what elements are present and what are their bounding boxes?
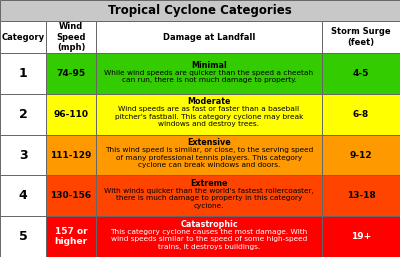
Text: 157 or
higher: 157 or higher bbox=[54, 227, 88, 246]
Text: While wind speeds are quicker than the speed a cheetah
can run, there is not muc: While wind speeds are quicker than the s… bbox=[104, 70, 314, 83]
Text: 6-8: 6-8 bbox=[353, 110, 369, 119]
Text: 96-110: 96-110 bbox=[54, 110, 88, 119]
Text: Wind
Speed
(mph): Wind Speed (mph) bbox=[56, 22, 86, 52]
Bar bbox=[0, 135, 46, 176]
Text: Extensive: Extensive bbox=[187, 138, 231, 147]
Bar bbox=[46, 176, 96, 216]
Text: Moderate: Moderate bbox=[187, 97, 231, 106]
Text: This wind speed is similar, or close, to the serving speed
of many professional : This wind speed is similar, or close, to… bbox=[105, 147, 313, 168]
Text: 13-18: 13-18 bbox=[347, 191, 375, 200]
Bar bbox=[0, 53, 46, 94]
Text: 5: 5 bbox=[19, 230, 27, 243]
Bar bbox=[322, 176, 400, 216]
Bar bbox=[0, 176, 46, 216]
Text: 1: 1 bbox=[19, 67, 27, 80]
Text: 3: 3 bbox=[19, 149, 27, 162]
Bar bbox=[0, 94, 46, 135]
Bar bbox=[46, 216, 96, 257]
Text: With winds quicker than the world's fastest rollercoaster,
there is much damage : With winds quicker than the world's fast… bbox=[104, 188, 314, 209]
Bar bbox=[96, 135, 322, 176]
Text: This category cyclone causes the most damage. With
wind speeds similar to the sp: This category cyclone causes the most da… bbox=[110, 229, 308, 250]
Bar bbox=[96, 94, 322, 135]
Bar bbox=[322, 135, 400, 176]
Text: Tropical Cyclone Categories: Tropical Cyclone Categories bbox=[108, 4, 292, 17]
Bar bbox=[322, 216, 400, 257]
Bar bbox=[96, 53, 322, 94]
Bar bbox=[0, 216, 46, 257]
Text: Wind speeds are as fast or faster than a baseball
pitcher's fastball. This categ: Wind speeds are as fast or faster than a… bbox=[115, 106, 303, 127]
Text: Catastrophic: Catastrophic bbox=[180, 220, 238, 229]
Bar bbox=[0, 0, 400, 21]
Bar bbox=[46, 135, 96, 176]
Text: Minimal: Minimal bbox=[191, 61, 227, 70]
Bar bbox=[0, 21, 46, 53]
Bar bbox=[46, 53, 96, 94]
Bar bbox=[96, 176, 322, 216]
Text: 4-5: 4-5 bbox=[353, 69, 369, 78]
Text: 111-129: 111-129 bbox=[50, 151, 92, 160]
Bar bbox=[96, 21, 322, 53]
Bar bbox=[322, 53, 400, 94]
Text: 9-12: 9-12 bbox=[350, 151, 372, 160]
Bar bbox=[96, 216, 322, 257]
Bar bbox=[322, 94, 400, 135]
Text: Damage at Landfall: Damage at Landfall bbox=[163, 33, 255, 42]
Text: Storm Surge
(feet): Storm Surge (feet) bbox=[331, 27, 391, 47]
Text: 19+: 19+ bbox=[351, 232, 371, 241]
Bar bbox=[322, 21, 400, 53]
Text: 4: 4 bbox=[19, 189, 27, 202]
Text: 2: 2 bbox=[19, 108, 27, 121]
Bar bbox=[46, 94, 96, 135]
Text: 130-156: 130-156 bbox=[50, 191, 92, 200]
Text: 74-95: 74-95 bbox=[56, 69, 86, 78]
Text: Category: Category bbox=[2, 33, 44, 42]
Text: Extreme: Extreme bbox=[190, 179, 228, 188]
Bar bbox=[46, 21, 96, 53]
